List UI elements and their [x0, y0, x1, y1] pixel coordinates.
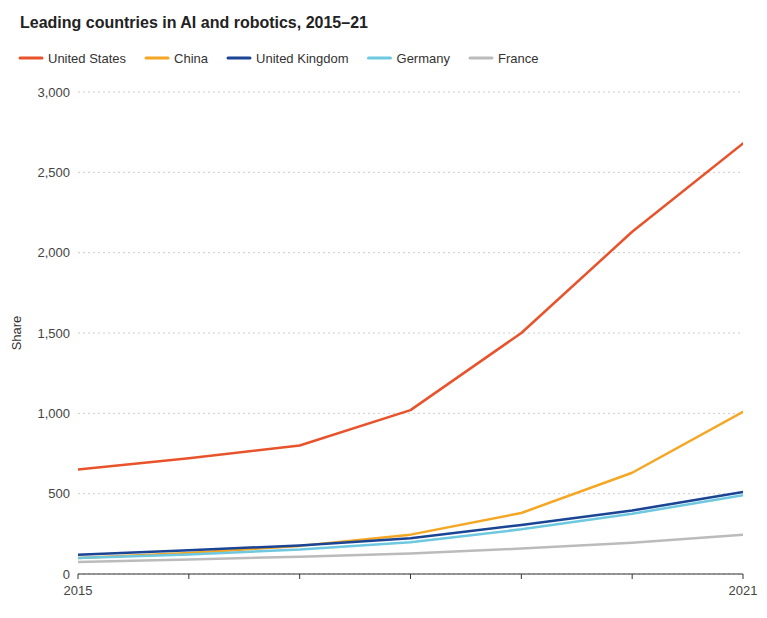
grid-line	[78, 333, 743, 334]
series-line	[78, 143, 743, 469]
y-tick-label: 0	[63, 567, 70, 582]
y-tick-label: 3,000	[37, 85, 70, 100]
legend-label: Germany	[397, 51, 451, 66]
series-line	[78, 492, 743, 555]
grid-line	[78, 413, 743, 414]
legend-label: France	[498, 51, 538, 66]
legend-swatch	[369, 57, 391, 60]
grid-line	[78, 493, 743, 494]
legend-label: China	[174, 51, 209, 66]
y-tick-label: 1,500	[37, 326, 70, 341]
legend-swatch	[146, 57, 168, 60]
x-tick	[299, 574, 300, 579]
legend-swatch	[470, 57, 492, 60]
y-axis-label: Share	[9, 316, 24, 351]
y-tick-label: 2,000	[37, 245, 70, 260]
legend-label: United States	[48, 51, 127, 66]
series-lines	[78, 143, 743, 562]
x-axis: 2015 2021	[64, 574, 758, 598]
title: Leading countries in AI and robotics, 20…	[20, 14, 368, 31]
x-tick	[78, 574, 79, 579]
legend-label: United Kingdom	[256, 51, 349, 66]
series-line	[78, 535, 743, 562]
series-line	[78, 412, 743, 558]
legend: United States China United Kingdom Germany F…	[20, 51, 538, 66]
grid-line	[78, 92, 743, 93]
grid-line	[78, 172, 743, 173]
y-tick-label: 2,500	[37, 165, 70, 180]
y-tick-label: 500	[48, 486, 70, 501]
x-tick-label: 2021	[729, 583, 758, 598]
legend-swatch	[20, 57, 42, 60]
x-tick	[632, 574, 633, 579]
series-line	[78, 495, 743, 558]
y-tick-label: 1,000	[37, 406, 70, 421]
grid-line	[78, 252, 743, 253]
legend-swatch	[228, 57, 250, 60]
x-tick	[521, 574, 522, 579]
x-tick	[188, 574, 189, 579]
chart: Leading countries in AI and robotics, 20…	[0, 0, 767, 618]
x-tick-label: 2015	[64, 583, 93, 598]
y-axis: 0 500 1,000 1,500 2,000 2,500 3,000	[37, 85, 743, 582]
x-tick	[410, 574, 411, 579]
x-tick	[743, 574, 744, 579]
